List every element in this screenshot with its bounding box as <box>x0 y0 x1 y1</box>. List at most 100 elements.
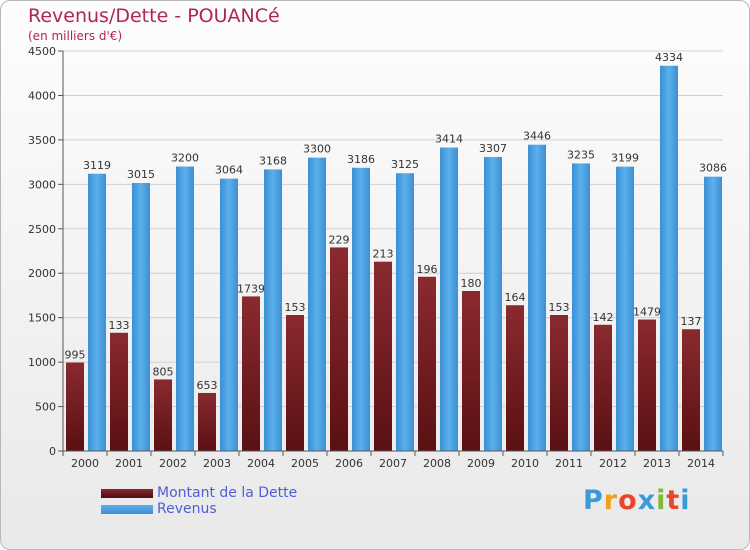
chart-title: Revenus/Dette - POUANCé <box>28 5 280 27</box>
bar-debt-2005 <box>286 315 304 451</box>
data-label-revenus-2010: 3446 <box>523 130 551 143</box>
data-label-revenus-2005: 3300 <box>303 143 331 156</box>
legend-label-revenus: Revenus <box>157 501 217 517</box>
bar-revenus-2000 <box>88 173 106 451</box>
bar-debt-2007 <box>374 261 392 451</box>
proxiti-logo: Proxiti <box>583 485 691 516</box>
x-tick-label: 2004 <box>247 457 275 470</box>
x-tick-label: 2011 <box>555 457 583 470</box>
data-label-revenus-2009: 3307 <box>479 142 507 155</box>
logo-letter: x <box>637 485 657 516</box>
y-tick-label: 4000 <box>28 89 56 102</box>
bar-revenus-2006 <box>352 167 370 452</box>
logo-letter: t <box>666 485 681 516</box>
logo-letter: o <box>618 485 638 516</box>
data-label-revenus-2013: 4334 <box>655 51 683 64</box>
data-label-debt-2007: 213 <box>373 248 394 261</box>
bar-revenus-2004 <box>264 169 282 451</box>
data-label-debt-2003: 653 <box>197 379 218 392</box>
x-tick-label: 2006 <box>335 457 363 470</box>
bar-revenus-2008 <box>440 147 458 452</box>
bar-debt-2004 <box>242 296 260 451</box>
logo-letter: i <box>680 485 691 516</box>
bar-revenus-2014 <box>704 176 722 451</box>
x-tick-label: 2001 <box>115 457 143 470</box>
bar-debt-2006 <box>330 247 348 451</box>
bar-debt-2014 <box>682 329 700 451</box>
data-label-debt-2014: 137 <box>681 315 702 328</box>
data-label-debt-2004: 1739 <box>237 282 265 295</box>
x-tick-label: 2005 <box>291 457 319 470</box>
bar-debt-2003 <box>198 392 216 451</box>
data-label-debt-2013: 1479 <box>633 306 661 319</box>
legend-label-debt: Montant de la Dette <box>157 485 298 501</box>
x-tick-label: 2013 <box>643 457 671 470</box>
x-tick-label: 2003 <box>203 457 231 470</box>
data-label-debt-2001: 133 <box>109 319 130 332</box>
y-tick-label: 3000 <box>28 178 56 191</box>
y-tick-label: 500 <box>35 401 56 414</box>
bar-revenus-2003 <box>220 178 238 451</box>
y-tick-label: 3500 <box>28 134 56 147</box>
data-label-revenus-2006: 3186 <box>347 153 375 166</box>
y-tick-label: 2000 <box>28 267 56 280</box>
y-tick-label: 4500 <box>28 45 56 58</box>
data-label-revenus-2001: 3015 <box>127 168 155 181</box>
data-label-debt-2009: 180 <box>461 277 482 290</box>
x-tick-label: 2012 <box>599 457 627 470</box>
data-label-revenus-2008: 3414 <box>435 133 463 146</box>
x-tick-label: 2007 <box>379 457 407 470</box>
x-tick-label: 2014 <box>687 457 715 470</box>
data-label-revenus-2002: 3200 <box>171 152 199 165</box>
bar-revenus-2007 <box>396 173 414 451</box>
bar-revenus-2011 <box>572 163 590 451</box>
y-tick-label: 1500 <box>28 312 56 325</box>
logo-letter: P <box>583 485 604 516</box>
data-label-revenus-2011: 3235 <box>567 148 595 161</box>
x-tick-label: 2009 <box>467 457 495 470</box>
bar-debt-2013 <box>638 319 656 451</box>
data-label-debt-2006: 229 <box>329 233 350 246</box>
bar-revenus-2002 <box>176 166 194 452</box>
bar-debt-2012 <box>594 324 612 451</box>
bar-revenus-2005 <box>308 157 326 451</box>
legend-swatch-revenus <box>101 505 153 514</box>
data-label-debt-2008: 196 <box>417 263 438 276</box>
bar-debt-2008 <box>418 276 436 451</box>
data-label-revenus-2000: 3119 <box>83 159 111 172</box>
data-label-revenus-2012: 3199 <box>611 152 639 165</box>
data-label-debt-2011: 153 <box>549 301 570 314</box>
chart-subtitle: (en milliers d'€) <box>28 29 123 43</box>
bar-revenus-2013 <box>660 65 678 451</box>
bar-revenus-2010 <box>528 144 546 451</box>
data-label-debt-2010: 164 <box>505 291 526 304</box>
bar-debt-2009 <box>462 291 480 451</box>
bar-debt-2002 <box>154 379 172 451</box>
x-tick-label: 2010 <box>511 457 539 470</box>
x-tick-label: 2000 <box>71 457 99 470</box>
bar-debt-2011 <box>550 315 568 451</box>
y-tick-label: 0 <box>49 445 56 458</box>
data-label-revenus-2007: 3125 <box>391 158 419 171</box>
logo-letter: r <box>603 485 619 516</box>
bar-revenus-2012 <box>616 166 634 451</box>
data-label-debt-2000: 995 <box>65 349 86 362</box>
data-label-revenus-2003: 3064 <box>215 164 243 177</box>
data-label-revenus-2014: 3086 <box>699 162 727 175</box>
data-label-debt-2002: 805 <box>153 365 174 378</box>
bar-debt-2001 <box>110 332 128 451</box>
data-label-debt-2012: 142 <box>593 311 614 324</box>
bar-revenus-2001 <box>132 183 150 451</box>
data-label-revenus-2004: 3168 <box>259 154 287 167</box>
legend-swatch-debt <box>101 489 153 498</box>
bar-revenus-2009 <box>484 157 502 452</box>
bar-debt-2010 <box>506 305 524 451</box>
y-tick-label: 1000 <box>28 356 56 369</box>
y-tick-label: 2500 <box>28 223 56 236</box>
data-label-debt-2005: 153 <box>285 301 306 314</box>
x-tick-label: 2008 <box>423 457 451 470</box>
logo-letter: i <box>656 485 667 516</box>
bar-debt-2000 <box>66 362 84 451</box>
